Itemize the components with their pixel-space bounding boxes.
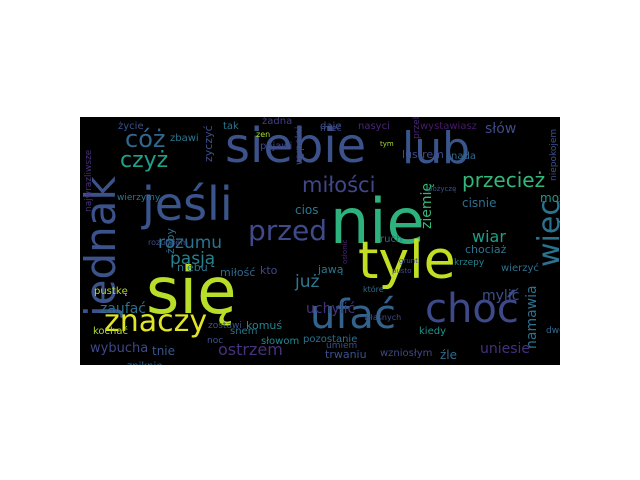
word: rozumiem xyxy=(148,238,189,247)
word: siebie xyxy=(225,118,367,174)
word: miłości xyxy=(302,173,376,197)
word: niebu xyxy=(177,261,208,274)
word: wierzymy xyxy=(117,193,161,203)
word: zniknie xyxy=(127,362,162,366)
word: pusto xyxy=(392,267,412,275)
word: zen xyxy=(256,130,271,139)
word: pozostanie xyxy=(303,334,358,345)
word: choć xyxy=(425,286,519,332)
word: ufać xyxy=(310,292,396,338)
word: wybucha xyxy=(90,341,149,356)
word: własnych xyxy=(364,313,402,322)
word: kto xyxy=(260,264,278,277)
word: ruch xyxy=(380,234,403,245)
word: się xyxy=(146,255,237,329)
word: osłonić xyxy=(341,239,349,264)
word: dwoje xyxy=(546,326,560,336)
word: kochać xyxy=(93,326,129,337)
word: wierzyć xyxy=(501,263,539,274)
word: zostawi xyxy=(208,321,242,331)
word: wzniosłym xyxy=(380,348,433,359)
word: pojawi xyxy=(260,141,293,152)
word: słowom xyxy=(261,336,300,347)
word: jawą xyxy=(318,263,344,276)
word: nie xyxy=(330,185,425,258)
word: może xyxy=(540,191,560,205)
word: mylić xyxy=(482,288,520,304)
word: więc xyxy=(532,199,560,267)
word: kiedy xyxy=(419,326,446,337)
word: snem xyxy=(230,326,258,337)
word: cisnie xyxy=(462,196,497,210)
word: źle xyxy=(440,348,458,362)
word: uniesie xyxy=(480,341,531,357)
word: noc xyxy=(207,336,224,346)
word: cios xyxy=(295,203,319,217)
word: wiar xyxy=(472,227,506,246)
word: zaufać xyxy=(100,301,147,317)
word: tnie xyxy=(152,344,176,358)
word: wystawiasz xyxy=(420,121,477,132)
word: pasją xyxy=(170,249,216,269)
word: umiem xyxy=(326,341,358,351)
word: jeśli xyxy=(142,177,233,231)
word: grunt xyxy=(399,257,418,265)
word: mieć xyxy=(320,124,342,134)
word: przed xyxy=(248,214,327,247)
word: przecież xyxy=(462,168,546,192)
word: tyle xyxy=(358,231,456,291)
word: miłość xyxy=(220,266,256,279)
word: pożyczę xyxy=(428,185,457,193)
word: tym xyxy=(380,140,394,148)
word: wypełni xyxy=(294,126,305,165)
word: zyczyć xyxy=(202,125,215,162)
word: nasyci xyxy=(358,121,390,132)
word: cóż xyxy=(125,125,166,153)
word: trwaniu xyxy=(325,348,367,361)
word: zbawi xyxy=(170,133,199,144)
word: lub xyxy=(402,123,471,174)
word: rozumu xyxy=(158,233,223,253)
word: nada xyxy=(451,151,476,162)
word: przebyć xyxy=(412,117,422,139)
word: daje xyxy=(320,121,342,132)
word: lustrem xyxy=(402,148,444,161)
word: już xyxy=(295,272,320,292)
word: słów xyxy=(485,121,517,137)
word: które xyxy=(363,285,384,294)
word: znaczy xyxy=(104,304,208,339)
word: ostrzem xyxy=(218,340,283,359)
word: namawia xyxy=(524,285,540,349)
word: pustkę xyxy=(94,286,128,297)
word: komuś xyxy=(246,319,283,332)
word: uchylić xyxy=(306,301,356,317)
word: czyż xyxy=(120,148,169,173)
word: tak xyxy=(223,121,239,132)
word-cloud: nie się siebie lub tyle choć jeśli jednak ufać zn… xyxy=(80,117,560,365)
word: najwrazliwsze xyxy=(84,149,94,212)
word: życie xyxy=(118,121,144,132)
word: krzepy xyxy=(454,258,485,268)
word: chociaż xyxy=(465,243,507,256)
word: niepokojem xyxy=(549,128,559,181)
word: żadna xyxy=(262,117,293,127)
